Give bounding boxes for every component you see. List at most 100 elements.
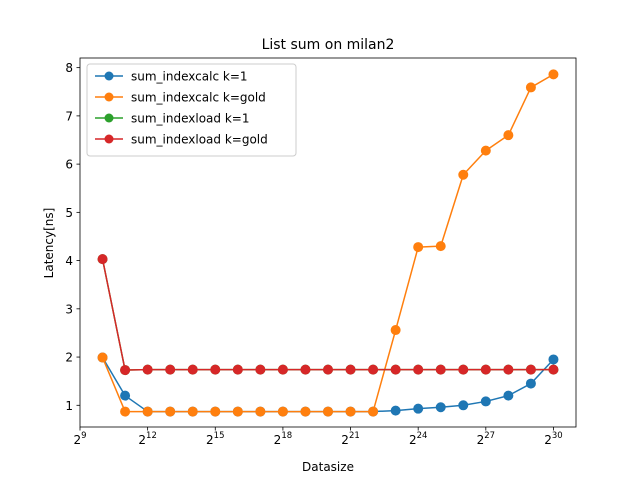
legend: sum_indexcalc k=1 sum_indexcalc k=gold sum… <box>86 63 297 157</box>
y-axis-label: Latency[ns] <box>42 208 56 279</box>
data-point <box>323 364 333 375</box>
x-tick-label: 230 <box>544 431 562 447</box>
data-point <box>435 364 446 375</box>
y-tick-label: 7 <box>65 109 73 123</box>
data-point <box>165 406 176 417</box>
x-tick-exponent: 15 <box>214 431 225 441</box>
x-tick-base: 2 <box>206 433 214 447</box>
data-point <box>480 364 491 375</box>
legend-label: sum_indexload k=1 <box>131 112 249 126</box>
y-tick-label: 4 <box>65 254 73 268</box>
data-point <box>525 82 536 93</box>
data-point <box>300 364 311 375</box>
legend-marker <box>104 92 114 102</box>
data-point <box>187 406 198 417</box>
x-tick-exponent: 18 <box>281 431 292 441</box>
data-point <box>232 364 243 375</box>
legend-marker <box>104 71 114 81</box>
data-point <box>390 364 401 375</box>
data-point <box>368 364 379 375</box>
x-tick-label: 215 <box>206 431 224 447</box>
data-point <box>390 325 401 336</box>
data-point <box>525 364 536 375</box>
data-point <box>120 365 131 376</box>
data-point <box>413 364 424 375</box>
data-point <box>277 406 288 417</box>
legend-marker <box>104 113 114 123</box>
x-tick-label: 29 <box>73 431 86 447</box>
data-point <box>503 130 514 141</box>
data-point <box>413 403 424 414</box>
data-point <box>548 364 559 375</box>
data-point <box>187 364 198 375</box>
x-tick-base: 2 <box>544 433 552 447</box>
data-point <box>435 402 446 413</box>
x-tick-label: 221 <box>341 431 359 447</box>
data-point <box>548 354 559 365</box>
legend-label: sum_indexcalc k=1 <box>131 70 248 84</box>
x-tick-label: 224 <box>409 431 427 447</box>
plot-frame <box>79 57 577 428</box>
data-point <box>232 406 243 417</box>
chart-title: List sum on milan2 <box>262 37 395 53</box>
legend-label: sum_indexload k=gold <box>131 133 268 147</box>
series-3 <box>97 254 559 376</box>
legend-marker <box>104 134 114 144</box>
x-axis: 29 212 215 218 221 224 227 230 <box>73 427 563 447</box>
y-tick-label: 1 <box>65 399 73 413</box>
data-point <box>480 396 491 407</box>
data-point <box>120 406 131 417</box>
x-tick-exponent: 24 <box>417 431 428 441</box>
data-point <box>345 406 356 417</box>
x-tick-exponent: 12 <box>146 431 157 441</box>
data-point <box>480 145 491 156</box>
x-tick-base: 2 <box>274 433 282 447</box>
x-tick-label: 218 <box>274 431 292 447</box>
data-point <box>503 390 514 401</box>
x-tick-base: 2 <box>409 433 417 447</box>
x-tick-exponent: 30 <box>552 431 563 441</box>
y-tick-label: 2 <box>65 351 73 365</box>
x-tick-exponent: 9 <box>81 431 86 441</box>
data-point <box>97 254 108 265</box>
data-point <box>210 406 221 417</box>
data-point <box>525 378 536 389</box>
plot-layer <box>97 69 559 417</box>
data-point <box>142 364 153 375</box>
data-point <box>548 69 559 80</box>
x-tick-base: 2 <box>138 433 146 447</box>
data-point <box>165 364 176 375</box>
y-tick-label: 3 <box>65 302 73 316</box>
data-point <box>255 406 266 417</box>
data-point <box>97 352 108 363</box>
data-point <box>458 364 469 375</box>
data-point <box>120 390 131 401</box>
x-tick-base: 2 <box>341 433 349 447</box>
data-point <box>368 406 379 417</box>
data-point <box>435 241 446 252</box>
legend-box <box>86 63 297 157</box>
data-point <box>300 406 311 417</box>
series-1 <box>97 69 559 417</box>
data-point <box>503 364 514 375</box>
data-point <box>323 406 333 417</box>
y-tick-label: 8 <box>65 61 73 75</box>
x-tick-label: 212 <box>138 431 156 447</box>
data-point <box>390 405 401 416</box>
x-tick-base: 2 <box>73 433 81 447</box>
y-tick-label: 6 <box>65 158 73 172</box>
data-point <box>142 406 153 417</box>
data-point <box>210 364 221 375</box>
x-tick-exponent: 27 <box>484 431 495 441</box>
x-tick-exponent: 21 <box>349 431 360 441</box>
y-tick-label: 5 <box>65 206 73 220</box>
x-axis-label: Datasize <box>302 460 354 474</box>
x-tick-label: 227 <box>477 431 495 447</box>
data-point <box>345 364 356 375</box>
y-axis: 1 2 3 4 5 6 7 8 <box>65 61 80 413</box>
legend-label: sum_indexcalc k=gold <box>131 91 266 105</box>
data-point <box>277 364 288 375</box>
data-point <box>413 242 424 253</box>
